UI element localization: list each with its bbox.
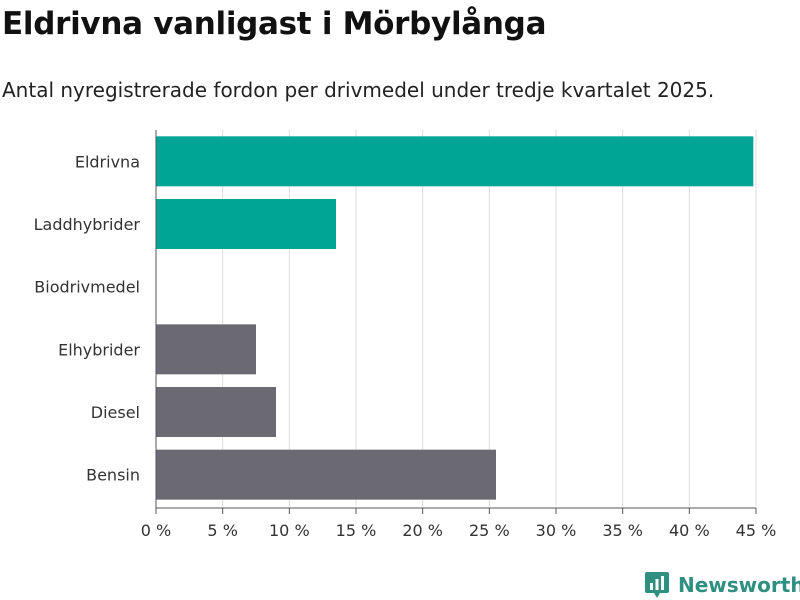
bar-eldrivna — [156, 136, 754, 187]
x-tick-label: 0 % — [141, 521, 171, 540]
bar-laddhybrider — [156, 199, 336, 249]
x-tick-label: 35 % — [602, 521, 643, 540]
brand-logo: Newsworthy — [644, 570, 800, 600]
category-label: Laddhybrider — [34, 215, 141, 234]
x-tick-label: 20 % — [402, 521, 443, 540]
bar-elhybrider — [156, 324, 256, 375]
category-label: Eldrivna — [75, 152, 140, 171]
chart-subtitle: Antal nyregistrerade fordon per drivmede… — [2, 78, 715, 102]
category-label: Elhybrider — [58, 340, 140, 359]
newsworthy-logo-icon — [645, 572, 669, 598]
x-tick-label: 10 % — [269, 521, 310, 540]
x-tick-label: 40 % — [669, 521, 710, 540]
category-label: Diesel — [91, 403, 140, 422]
bar-chart: Eldrivna Laddhybrider Biodrivmedel Elhybrid… — [34, 130, 777, 540]
x-tick-label: 5 % — [207, 521, 237, 540]
x-tick-label: 25 % — [469, 521, 510, 540]
brand-name: Newsworthy — [678, 573, 800, 597]
chart-title: Eldrivna vanligast i Mörbylånga — [2, 6, 547, 42]
category-label: Bensin — [86, 466, 140, 485]
bar-diesel — [156, 387, 276, 437]
x-tick-label: 45 % — [736, 521, 777, 540]
category-label: Biodrivmedel — [34, 278, 140, 297]
x-tick-label: 30 % — [536, 521, 577, 540]
bar-bensin — [156, 449, 496, 500]
x-tick-label: 15 % — [336, 521, 377, 540]
